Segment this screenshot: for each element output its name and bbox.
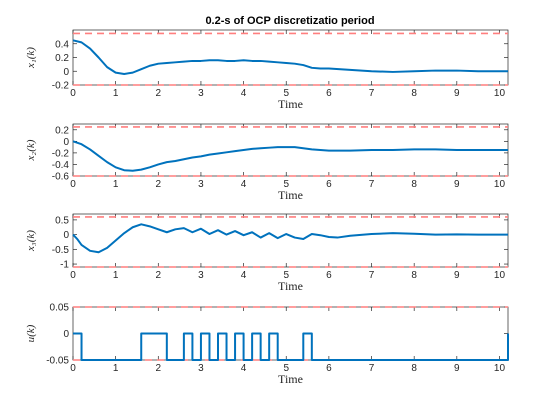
- x-tick-label: 3: [198, 270, 204, 281]
- x-tick-label: 4: [241, 270, 247, 281]
- y-tick-label: -0.6: [52, 172, 70, 183]
- x-tick-label: 0: [70, 179, 76, 190]
- x-tick-label: 6: [326, 363, 332, 374]
- x-tick-label: 1: [113, 363, 119, 374]
- x-tick-label: 2: [156, 179, 162, 190]
- x-tick-label: 6: [326, 270, 332, 281]
- x-axis-label: Time: [278, 97, 303, 111]
- data-series-line: [72, 140, 508, 172]
- x-axis-label: Time: [278, 372, 303, 386]
- y-tick-label: -1: [60, 260, 69, 271]
- axes-box: [72, 29, 509, 86]
- x-tick-label: 1: [113, 270, 119, 281]
- x-tick-label: 1: [113, 179, 119, 190]
- x-tick-label: 5: [283, 363, 289, 374]
- x-tick-label: 2: [156, 363, 162, 374]
- y-axis-label: x₃(k): [25, 230, 37, 252]
- x-tick-label: 10: [494, 88, 506, 99]
- y-tick-label: -0.5: [52, 245, 70, 256]
- x-tick-label: 4: [241, 88, 247, 99]
- x-tick-label: 9: [454, 179, 460, 190]
- subplot-3: 0 1 2 3 4 5 6 7 8 9 10 -1 -0.5 0 0.5 Time x₃(k): [25, 213, 509, 293]
- x-tick-label: 4: [241, 179, 247, 190]
- y-tick-label: 0.5: [55, 215, 69, 226]
- x-axis-label: Time: [278, 188, 303, 202]
- x-tick-label: 10: [494, 270, 506, 281]
- x-tick-label: 2: [156, 88, 162, 99]
- y-tick-label: 0: [63, 329, 69, 340]
- x-tick-label: 1: [113, 88, 119, 99]
- x-tick-label: 7: [369, 88, 375, 99]
- x-tick-label: 8: [411, 363, 417, 374]
- y-tick-label: 0.2: [55, 125, 69, 136]
- x-axis-label: Time: [278, 279, 303, 293]
- x-tick-label: 0: [70, 88, 76, 99]
- x-tick-label: 0: [70, 363, 76, 374]
- y-tick-label: 0.4: [55, 39, 69, 50]
- y-tick-label: 0: [63, 230, 69, 241]
- x-tick-label: 8: [411, 270, 417, 281]
- y-tick-label: 0: [63, 67, 69, 78]
- data-series-line: [72, 39, 508, 75]
- x-tick-label: 5: [283, 179, 289, 190]
- x-tick-label: 3: [198, 88, 204, 99]
- x-tick-label: 5: [283, 270, 289, 281]
- x-tick-label: 3: [198, 179, 204, 190]
- y-tick-label: -0.2: [52, 148, 70, 159]
- x-tick-label: 2: [156, 270, 162, 281]
- x-tick-label: 6: [326, 88, 332, 99]
- x-tick-label: 9: [454, 88, 460, 99]
- y-tick-label: -0.2: [52, 81, 70, 92]
- y-tick-label: 0: [63, 137, 69, 148]
- x-tick-label: 6: [326, 179, 332, 190]
- x-tick-label: 9: [454, 270, 460, 281]
- x-tick-label: 7: [369, 179, 375, 190]
- x-tick-label: 10: [494, 363, 506, 374]
- x-tick-label: 5: [283, 88, 289, 99]
- x-tick-label: 0: [70, 270, 76, 281]
- y-tick-label: -0.05: [46, 356, 69, 367]
- y-axis-label: x₂(k): [25, 139, 37, 161]
- x-tick-label: 9: [454, 363, 460, 374]
- chart-title: 0.2-s of OCP discretizatio period: [205, 15, 374, 27]
- axes-box: [72, 306, 509, 361]
- y-tick-label: 0.2: [55, 53, 69, 64]
- x-tick-label: 7: [369, 363, 375, 374]
- y-tick-label: -0.4: [52, 160, 70, 171]
- x-tick-label: 4: [241, 363, 247, 374]
- data-series-line: [73, 332, 509, 361]
- x-tick-label: 7: [369, 270, 375, 281]
- x-tick-label: 8: [411, 88, 417, 99]
- x-tick-label: 10: [494, 179, 506, 190]
- data-series-line: [72, 223, 508, 254]
- x-tick-label: 3: [198, 363, 204, 374]
- axes-box: [72, 213, 509, 268]
- y-axis-label: x₁(k): [25, 47, 37, 69]
- y-axis-label: u(k): [25, 324, 37, 342]
- x-tick-label: 8: [411, 179, 417, 190]
- y-tick-label: 0.05: [50, 303, 70, 314]
